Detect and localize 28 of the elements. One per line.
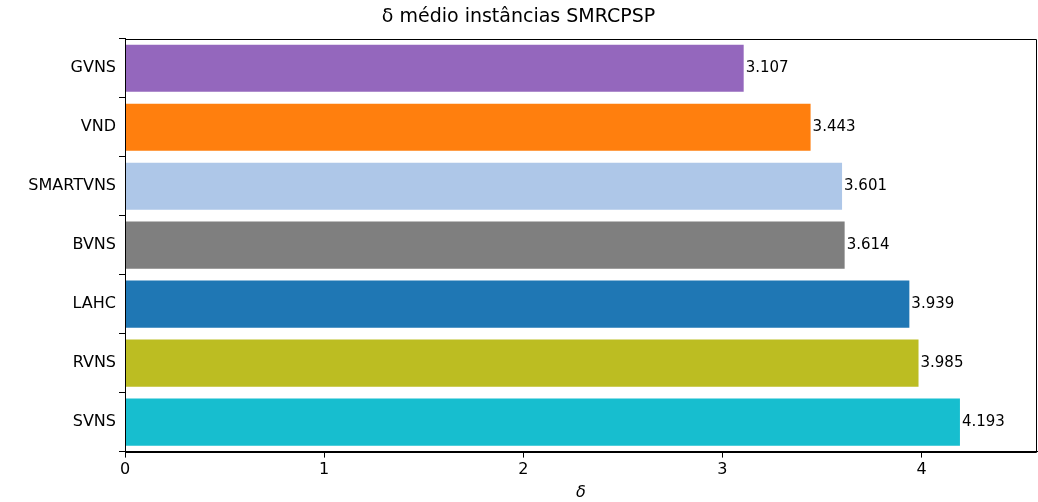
bar (125, 398, 960, 446)
bar (125, 103, 811, 151)
x-tick-label: 0 (119, 459, 131, 479)
data-label: 3.939 (911, 294, 955, 313)
chart-title: δ médio instâncias SMRCPSP (381, 4, 656, 27)
y-tick-label: VND (80, 116, 116, 136)
data-label: 3.601 (844, 176, 888, 195)
data-label: 3.443 (812, 117, 856, 136)
y-tick-label: SMARTVNS (28, 175, 116, 195)
data-label: 3.107 (745, 58, 789, 77)
x-tick-label: 1 (319, 459, 330, 479)
data-label: 3.614 (846, 235, 890, 254)
bar (125, 221, 845, 269)
bar (125, 162, 843, 210)
x-tick-label: 2 (518, 459, 529, 479)
y-tick-label: BVNS (72, 234, 116, 254)
data-label: 4.193 (961, 412, 1005, 430)
data-label: 3.985 (920, 353, 964, 372)
bar (125, 339, 919, 387)
y-tick-label: SVNS (72, 411, 116, 431)
y-tick-label: GVNS (70, 57, 116, 77)
y-tick-label: LAHC (72, 293, 116, 313)
x-tick-label: 3 (717, 459, 728, 479)
y-tick-label: RVNS (72, 352, 116, 372)
x-tick-label: 4 (916, 459, 927, 479)
x-axis-title: δ (576, 481, 587, 501)
bar (125, 44, 744, 92)
bar (125, 280, 910, 328)
